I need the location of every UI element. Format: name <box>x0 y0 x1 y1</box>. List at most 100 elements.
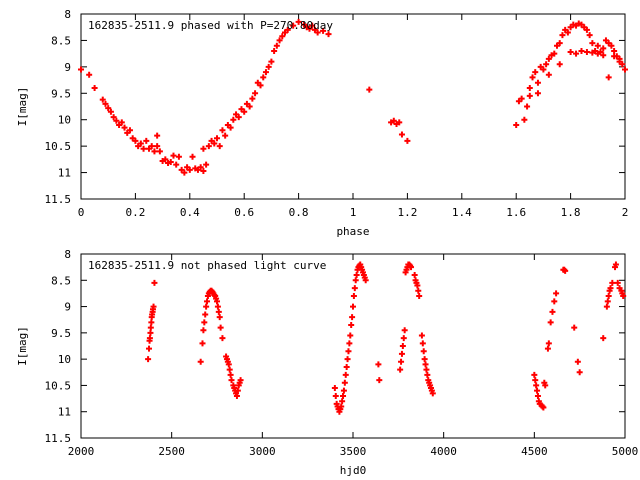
x-tick-label: 0.8 <box>289 206 309 219</box>
data-point <box>205 143 212 150</box>
plot-frame <box>80 13 626 200</box>
data-point <box>86 71 93 78</box>
data-point <box>396 119 403 126</box>
data-point <box>543 61 550 68</box>
data-point <box>151 279 158 286</box>
data-point <box>225 361 232 368</box>
data-point <box>214 135 220 142</box>
data-point <box>513 122 520 128</box>
data-point <box>526 92 533 99</box>
y-tick-label: 10 <box>58 353 71 366</box>
data-point <box>347 332 354 339</box>
data-point <box>276 37 283 44</box>
data-point <box>622 66 628 73</box>
data-point <box>348 321 355 328</box>
data-point <box>216 143 223 150</box>
data-point <box>549 308 556 315</box>
x-tick-label: 0.4 <box>180 206 200 219</box>
data-point <box>204 298 211 305</box>
x-tick-label: 1.8 <box>561 206 581 219</box>
y-tick-label: 8 <box>64 248 71 261</box>
data-point <box>249 95 256 102</box>
data-point <box>145 356 152 363</box>
x-axis-label: hjd0 <box>340 464 367 477</box>
data-point <box>234 387 241 394</box>
data-point <box>143 137 150 144</box>
x-tick-label: 3000 <box>249 445 276 458</box>
data-point <box>397 366 404 373</box>
data-point <box>612 261 619 268</box>
data-point <box>227 371 234 378</box>
data-point <box>151 148 158 155</box>
data-point <box>586 32 593 39</box>
data-point <box>551 298 558 305</box>
data-point <box>614 279 621 286</box>
y-tick-label: 11 <box>58 406 71 419</box>
data-point <box>284 26 291 33</box>
data-point <box>214 303 221 310</box>
data-point <box>424 371 431 378</box>
x-tick-label: 5000 <box>612 445 639 458</box>
data-point <box>197 164 204 171</box>
data-point <box>233 392 240 399</box>
y-tick-label: 8 <box>64 8 71 21</box>
data-point <box>534 90 541 97</box>
data-point <box>589 49 596 56</box>
data-point <box>170 152 177 159</box>
data-point <box>600 45 607 52</box>
data-point <box>375 361 382 368</box>
data-point <box>411 272 418 279</box>
data-point <box>616 55 623 62</box>
data-point <box>325 31 332 38</box>
data-point <box>132 137 139 144</box>
data-point <box>306 25 313 32</box>
data-point <box>401 327 408 334</box>
data-point <box>398 358 405 365</box>
data-point <box>416 293 423 300</box>
data-point <box>107 108 114 115</box>
data-point <box>214 298 220 305</box>
data-point <box>540 404 547 411</box>
data-point <box>609 279 616 286</box>
data-point <box>611 53 618 60</box>
data-point <box>532 377 539 384</box>
data-point <box>217 324 224 331</box>
data-point <box>227 124 234 131</box>
data-point <box>126 127 133 134</box>
data-point <box>118 119 125 126</box>
data-point <box>340 392 347 399</box>
data-point <box>78 66 84 73</box>
data-point <box>228 377 235 384</box>
data-point <box>148 319 155 326</box>
data-point <box>422 361 429 368</box>
data-point <box>202 311 209 318</box>
data-point <box>110 114 117 121</box>
x-tick-label: 3500 <box>340 445 367 458</box>
y-tick-label: 11 <box>58 167 71 180</box>
data-point <box>542 382 549 389</box>
data-point <box>226 366 233 373</box>
data-point <box>553 290 560 297</box>
x-tick-label: 1 <box>350 206 357 219</box>
data-point <box>268 58 275 65</box>
data-point <box>203 161 210 168</box>
data-point <box>320 27 327 34</box>
y-tick-label: 9 <box>64 301 71 314</box>
data-point <box>260 74 267 81</box>
data-point <box>594 42 601 49</box>
data-point <box>189 153 196 160</box>
data-point <box>353 272 360 279</box>
data-point <box>600 52 607 59</box>
data-point <box>222 132 229 139</box>
data-point <box>350 293 357 300</box>
data-point <box>408 264 415 271</box>
data-point <box>404 137 411 144</box>
data-point <box>526 85 533 91</box>
data-point <box>237 377 244 384</box>
data-point <box>571 324 578 331</box>
data-point <box>420 348 427 355</box>
data-point <box>559 32 566 39</box>
data-point <box>91 85 98 91</box>
data-point <box>600 335 607 342</box>
data-point <box>175 153 182 160</box>
